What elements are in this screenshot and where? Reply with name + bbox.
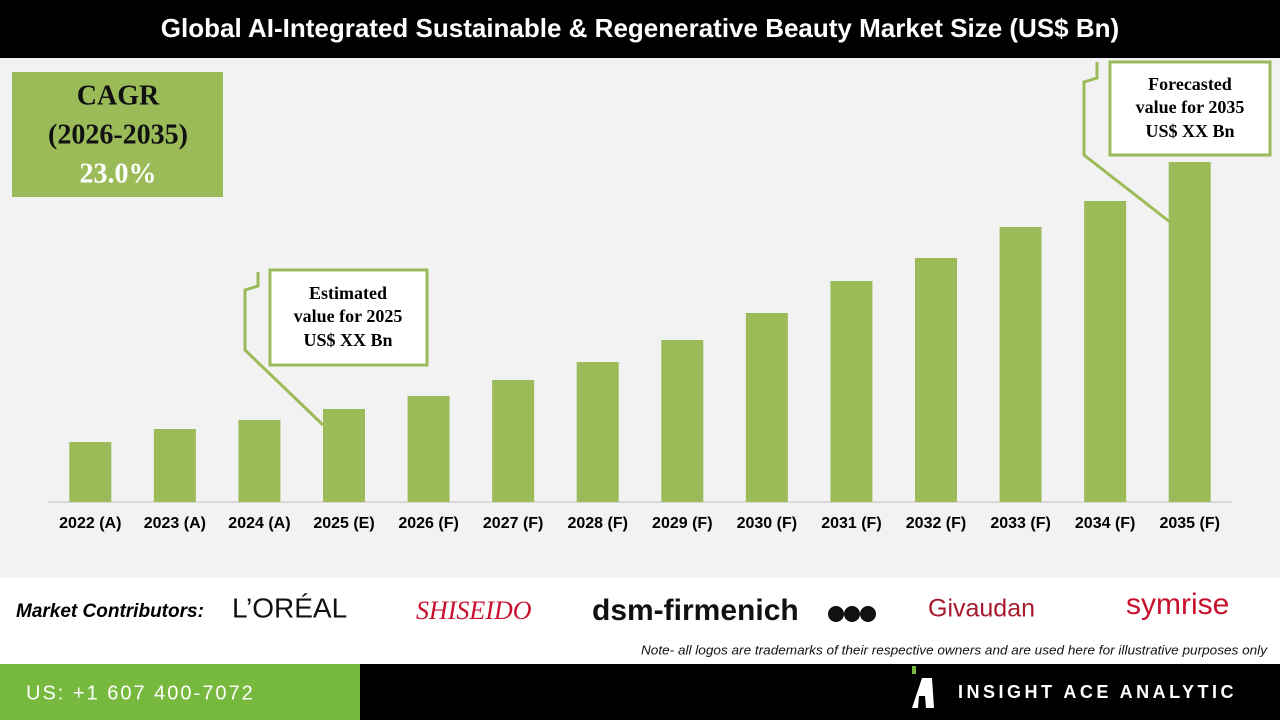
x-tick-label: 2026 (F): [398, 515, 458, 532]
bar: [915, 258, 957, 502]
bar: [153, 429, 196, 502]
x-tick-label: 2022 (A): [59, 515, 121, 532]
title-bar: [0, 0, 1280, 58]
callout-box: [268, 268, 429, 367]
callout-box: [1108, 60, 1272, 157]
bar: [69, 442, 112, 502]
cagr-value: 23.0%: [80, 158, 157, 189]
footer-left: [0, 664, 360, 720]
bar: [1168, 162, 1211, 502]
bar: [1084, 201, 1127, 502]
note: Note- all logos are trademarks of their …: [641, 643, 1268, 657]
bar: [745, 313, 788, 502]
bar: [323, 409, 365, 502]
callout-text: Estimated: [309, 283, 387, 303]
title: Global AI-Integrated Sustainable & Regen…: [161, 13, 1119, 43]
logo-dots: [828, 606, 876, 622]
x-tick-label: 2034 (F): [1075, 515, 1135, 532]
x-tick-label: 2030 (F): [737, 515, 797, 532]
x-tick-label: 2028 (F): [567, 515, 627, 532]
x-tick-label: 2031 (F): [821, 515, 881, 532]
x-tick-label: 2025 (E): [313, 515, 374, 532]
x-tick-label: 2029 (F): [652, 515, 712, 532]
contributors-label: Market Contributors:: [16, 601, 204, 622]
callout-connectors: [243, 62, 1171, 427]
x-tick-label: 2033 (F): [990, 515, 1050, 532]
callout-text: US$ XX Bn: [303, 330, 392, 350]
brand-accent: [912, 666, 916, 674]
logo: SHISEIDO: [416, 596, 532, 625]
callout-text: Forecasted: [1148, 74, 1232, 94]
cagr-period: (2026-2035): [48, 119, 188, 150]
logo: dsm-firmenich: [592, 594, 799, 627]
x-tick-label: 2024 (A): [228, 515, 290, 532]
logo: Givaudan: [928, 595, 1035, 623]
x-tick-label: 2027 (F): [483, 515, 543, 532]
cagr-box: [12, 72, 223, 197]
bar: [492, 380, 535, 502]
bar: [661, 340, 704, 502]
bar: [830, 281, 873, 502]
x-tick-label: 2032 (F): [906, 515, 966, 532]
bar: [407, 396, 450, 502]
callout-text: US$ XX Bn: [1145, 121, 1234, 141]
phone: US: +1 607 400-7072: [26, 682, 255, 704]
x-tick-label: 2023 (A): [144, 515, 206, 532]
callout-text: value for 2025: [294, 306, 403, 326]
callout-text: value for 2035: [1136, 97, 1245, 117]
bar: [576, 362, 619, 502]
logo: L’ORÉAL: [232, 592, 347, 623]
cagr-label: CAGR: [77, 80, 160, 111]
logo: symrise: [1126, 588, 1229, 621]
brand-icon: [912, 678, 934, 708]
bar: [238, 420, 281, 502]
bar: [999, 227, 1042, 502]
x-tick-label: 2035 (F): [1159, 515, 1219, 532]
brand: INSIGHT ACE ANALYTIC: [958, 682, 1237, 702]
footer-right: [360, 664, 1280, 720]
